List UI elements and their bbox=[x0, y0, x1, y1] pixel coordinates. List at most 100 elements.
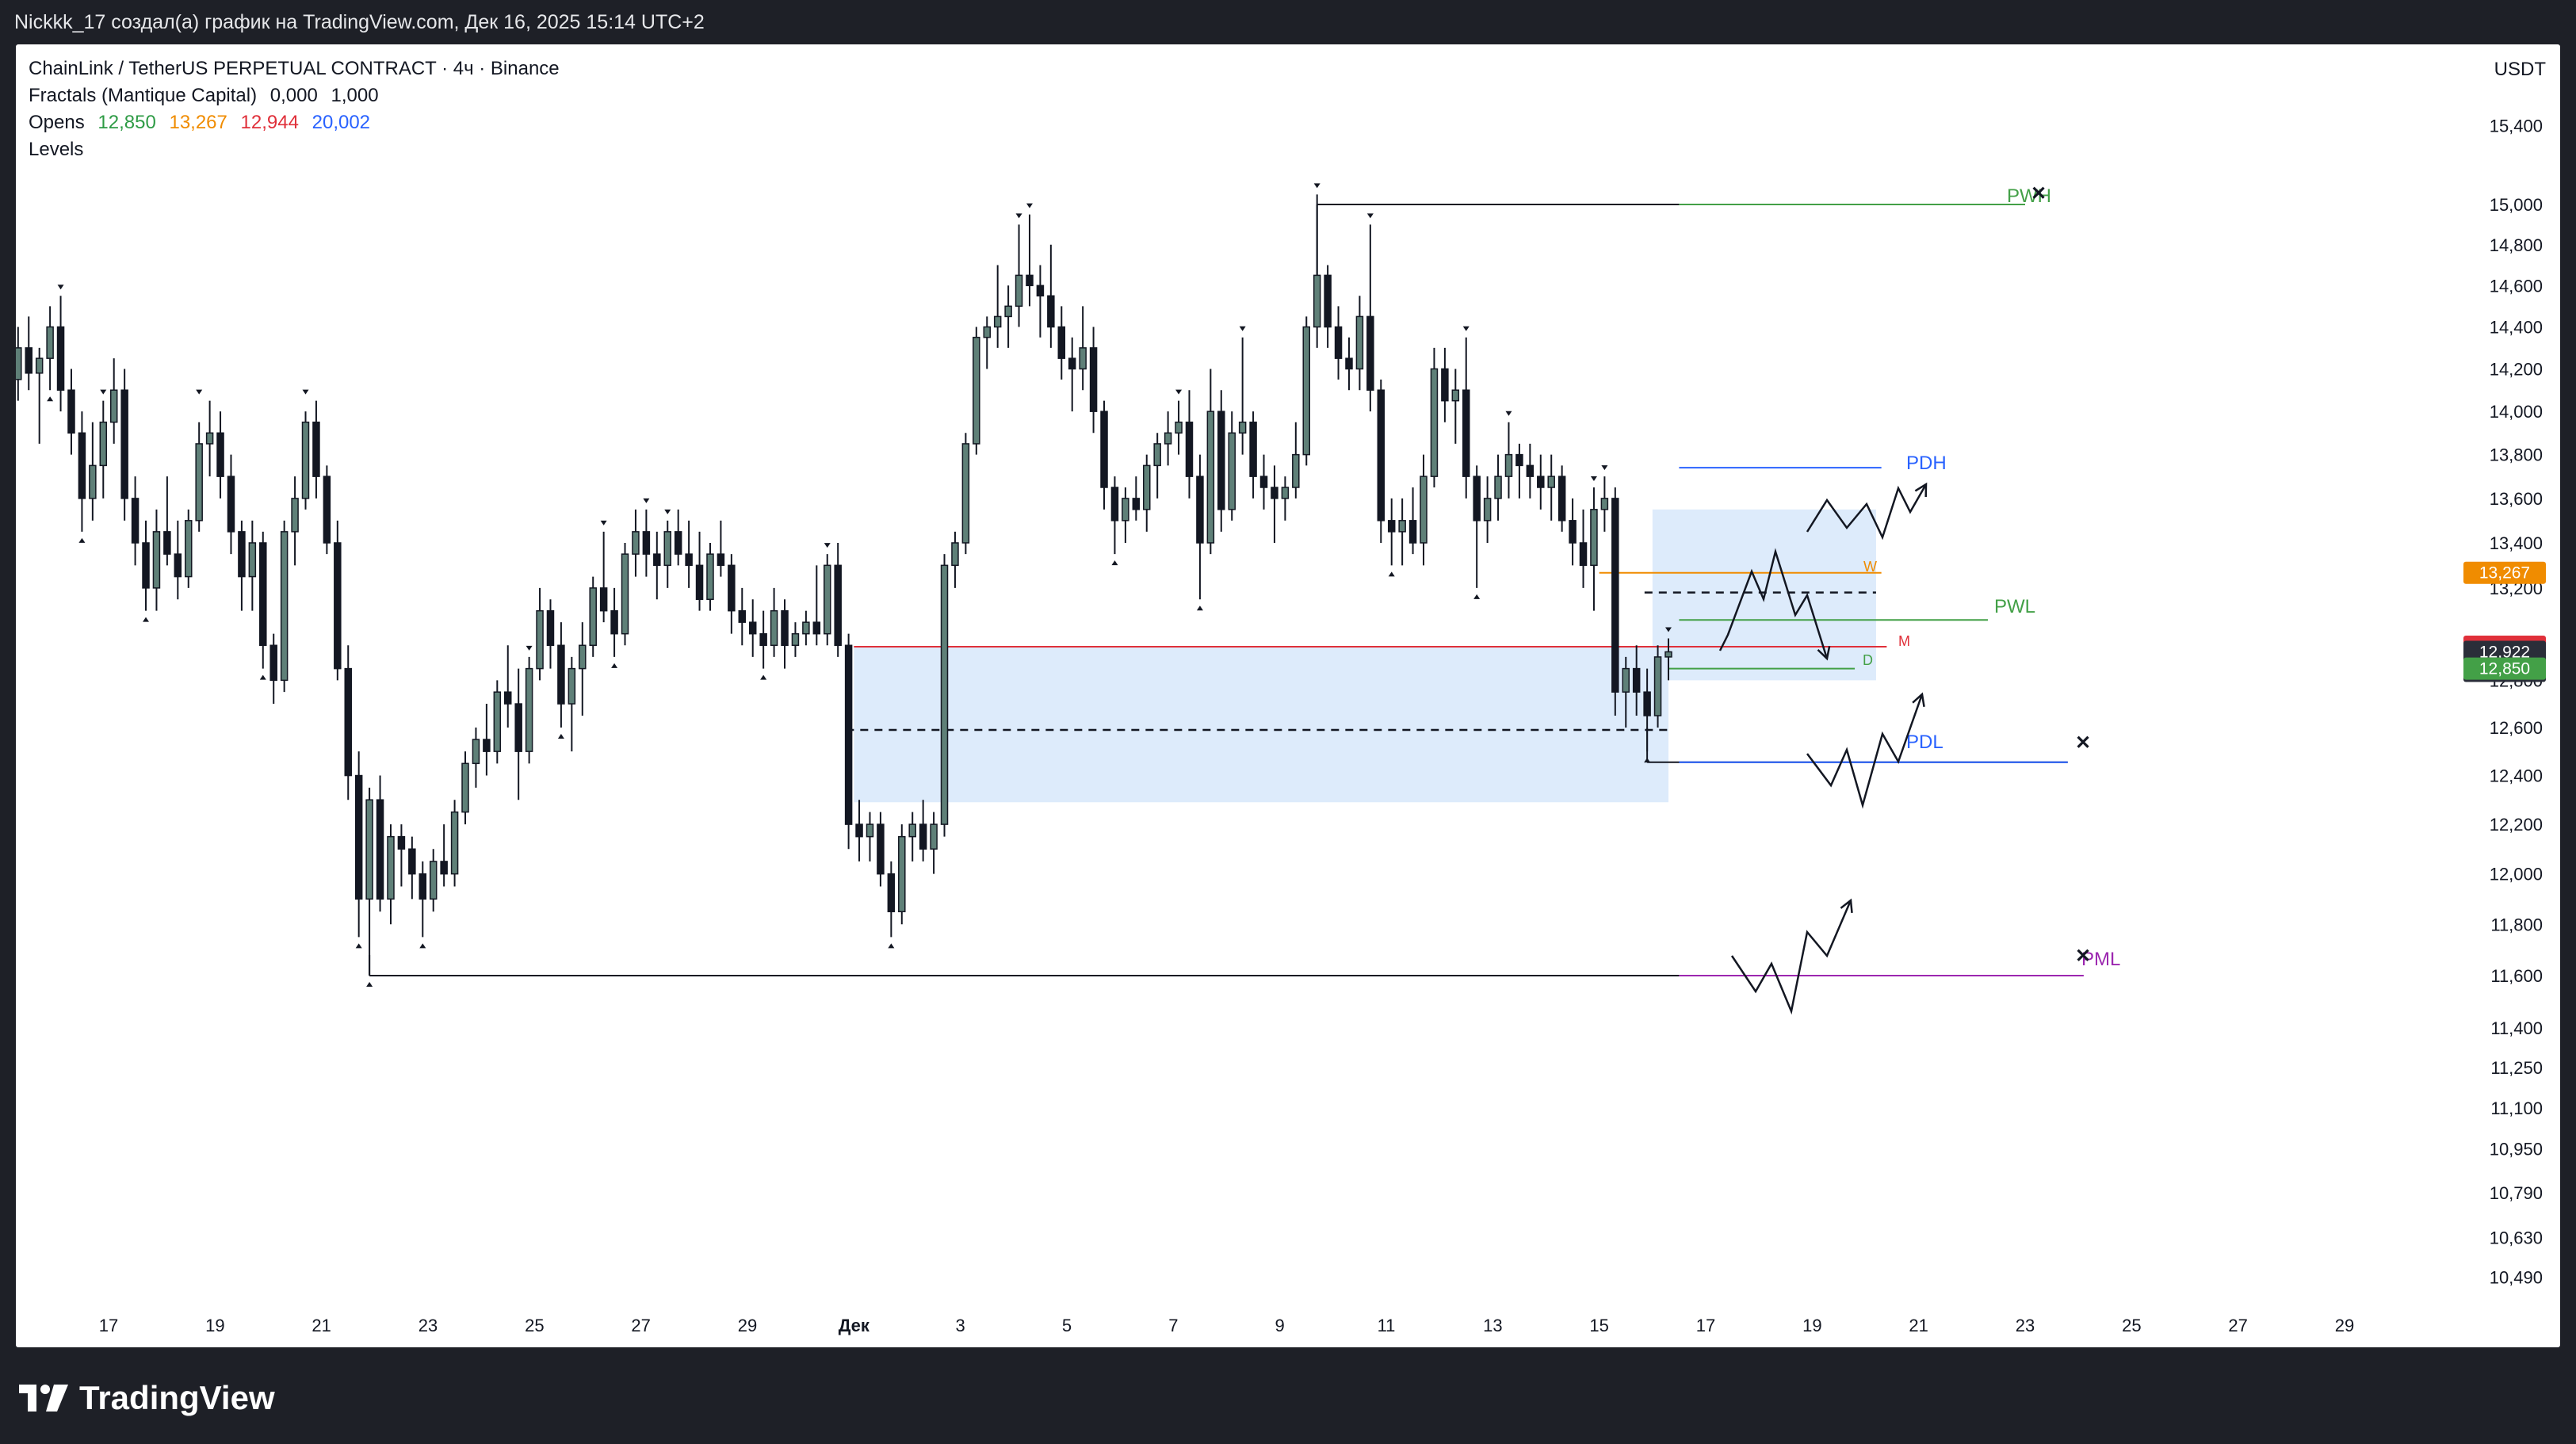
candle-body bbox=[993, 315, 1002, 328]
candle-body bbox=[142, 542, 150, 589]
candle-body bbox=[89, 464, 97, 499]
candle-body bbox=[1089, 347, 1098, 412]
fractal-low-marker bbox=[1644, 758, 1651, 763]
candle-body bbox=[642, 531, 651, 555]
y-tick-label: 14,600 bbox=[2490, 276, 2543, 296]
scenario-path-pml bbox=[1730, 900, 1852, 1015]
candle-body bbox=[866, 823, 874, 838]
candle-body bbox=[1579, 542, 1588, 567]
level-label-m: M bbox=[1898, 633, 1910, 649]
scenario-path-pml-arrowhead bbox=[1840, 898, 1853, 914]
candle-body bbox=[1175, 421, 1183, 434]
candle-body bbox=[493, 691, 502, 752]
candle-body bbox=[1504, 453, 1513, 477]
candle-body bbox=[961, 443, 970, 544]
y-tick-label: 12,400 bbox=[2490, 766, 2543, 786]
candle-body bbox=[1292, 453, 1300, 488]
fractal-low-marker bbox=[1111, 560, 1118, 566]
candle-body bbox=[1249, 421, 1257, 477]
candle-body bbox=[887, 873, 896, 913]
candle-body bbox=[419, 873, 427, 900]
candle-body bbox=[1473, 476, 1481, 521]
price-label-bg bbox=[2463, 657, 2546, 680]
currency-label[interactable]: USDT bbox=[2494, 59, 2546, 80]
fractal-high-marker bbox=[1175, 389, 1183, 395]
candle-body bbox=[791, 632, 800, 647]
candle-body bbox=[1653, 656, 1662, 716]
candle-body bbox=[1302, 326, 1310, 456]
y-tick-label: 14,200 bbox=[2490, 359, 2543, 379]
legend-indicator-row[interactable]: Fractals (Mantique Capital) 0,000 1,000 bbox=[29, 82, 560, 109]
y-tick-label: 12,000 bbox=[2490, 865, 2543, 884]
candle-body bbox=[1228, 432, 1236, 510]
candle-body bbox=[1494, 476, 1502, 499]
scenario-path-down bbox=[1718, 548, 1829, 659]
indicator-param-1: 0,000 bbox=[269, 85, 318, 106]
fractal-high-marker bbox=[1239, 326, 1246, 331]
candle-body bbox=[1259, 476, 1268, 488]
candle-body bbox=[1377, 389, 1385, 521]
x-tick-label: 15 bbox=[1589, 1316, 1608, 1335]
fractal-high-marker bbox=[1601, 465, 1608, 471]
fractal-low-marker bbox=[1196, 605, 1203, 611]
legend-symbol[interactable]: ChainLink / TetherUS PERPETUAL CONTRACT … bbox=[29, 58, 560, 79]
candle-body bbox=[940, 564, 949, 825]
candlestick-chart[interactable]: PWHPDHWPWLMDPDLPML✕✕✕15,40015,00014,8001… bbox=[16, 44, 2560, 1347]
candle-body bbox=[1164, 432, 1172, 445]
candle-body bbox=[589, 587, 597, 647]
fractal-high-marker bbox=[643, 498, 650, 503]
candle-body bbox=[738, 609, 747, 623]
x-tick-label: 23 bbox=[419, 1316, 438, 1335]
level-label-pwl: PWL bbox=[1994, 596, 2035, 617]
candle-body bbox=[621, 553, 629, 635]
y-tick-label: 10,630 bbox=[2490, 1228, 2543, 1248]
y-tick-label: 10,790 bbox=[2490, 1183, 2543, 1203]
candle-body bbox=[536, 609, 544, 670]
legend-opens-row[interactable]: Opens 12,850 13,267 12,944 20,002 bbox=[29, 109, 560, 136]
x-tick-label: 13 bbox=[1483, 1316, 1502, 1335]
candle-body bbox=[78, 432, 86, 499]
price-label: 13,267 bbox=[2479, 564, 2530, 583]
fractal-low-marker bbox=[1388, 571, 1395, 577]
y-tick-label: 11,600 bbox=[2490, 966, 2543, 986]
x-tick-label: 19 bbox=[205, 1316, 224, 1335]
candle-body bbox=[1355, 315, 1364, 370]
indicator-name: Fractals (Mantique Capital) bbox=[29, 85, 258, 106]
fractal-high-marker bbox=[1026, 203, 1033, 208]
x-tick-label: 5 bbox=[1062, 1316, 1072, 1335]
fractal-low-marker bbox=[888, 943, 895, 949]
candle-body bbox=[728, 564, 736, 612]
fractal-high-marker bbox=[600, 520, 607, 525]
candle-body bbox=[919, 823, 927, 850]
y-tick-label: 14,800 bbox=[2490, 235, 2543, 255]
opens-value-monthly: 12,944 bbox=[240, 112, 299, 133]
fractal-high-marker bbox=[824, 543, 831, 548]
pdl-close-icon: ✕ bbox=[2075, 732, 2091, 754]
candle-body bbox=[185, 520, 193, 578]
x-tick-label: 25 bbox=[2122, 1316, 2141, 1335]
candle-body bbox=[844, 644, 853, 825]
fvg-zone-0 bbox=[854, 647, 1668, 803]
candle-body bbox=[1408, 520, 1417, 544]
x-tick-label: 25 bbox=[525, 1316, 544, 1335]
fractal-low-marker bbox=[78, 537, 86, 543]
candle-body bbox=[1451, 389, 1460, 402]
candle-body bbox=[16, 347, 22, 380]
pml-close-icon: ✕ bbox=[2075, 945, 2091, 967]
fractal-low-marker bbox=[143, 617, 150, 622]
candle-body bbox=[1430, 368, 1439, 477]
candle-body bbox=[1590, 509, 1598, 567]
legend-levels-row[interactable]: Levels bbox=[29, 136, 560, 163]
candle-body bbox=[599, 587, 608, 612]
candle-body bbox=[1643, 691, 1651, 716]
fractal-high-marker bbox=[1664, 627, 1672, 632]
tradingview-brand[interactable]: TradingView bbox=[19, 1379, 275, 1416]
chart-frame[interactable]: PWH PDH W PWL M D PDL PML ✕ ✕ ✕ 15,400 15,000 14,800 1… bbox=[16, 44, 2560, 1347]
candle-body bbox=[1569, 520, 1577, 544]
candle-body bbox=[685, 553, 693, 567]
fractal-high-marker bbox=[1366, 213, 1374, 219]
candle-body bbox=[397, 835, 406, 850]
candle-body bbox=[1122, 498, 1129, 521]
candle-body bbox=[99, 421, 108, 467]
x-tick-label: 27 bbox=[2228, 1316, 2247, 1335]
